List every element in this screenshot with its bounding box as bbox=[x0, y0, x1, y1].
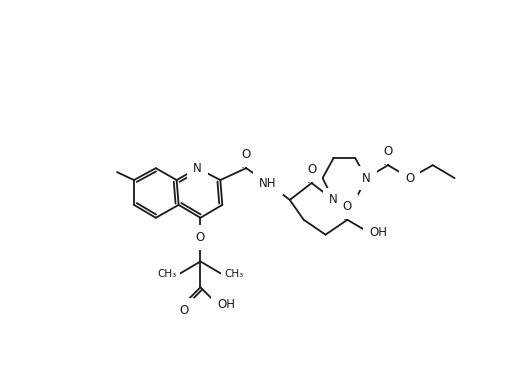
Text: O: O bbox=[307, 163, 316, 176]
Text: O: O bbox=[383, 145, 393, 158]
Text: N: N bbox=[362, 172, 371, 184]
Text: O: O bbox=[196, 231, 205, 244]
Text: O: O bbox=[179, 304, 188, 317]
Text: N: N bbox=[329, 194, 338, 206]
Text: CH₃: CH₃ bbox=[224, 270, 244, 279]
Text: NH: NH bbox=[259, 177, 277, 189]
Text: N: N bbox=[193, 162, 202, 175]
Text: OH: OH bbox=[217, 297, 235, 311]
Text: O: O bbox=[343, 200, 352, 213]
Text: O: O bbox=[406, 172, 414, 184]
Text: OH: OH bbox=[369, 226, 387, 239]
Text: O: O bbox=[241, 148, 251, 161]
Text: CH₃: CH₃ bbox=[157, 270, 177, 279]
